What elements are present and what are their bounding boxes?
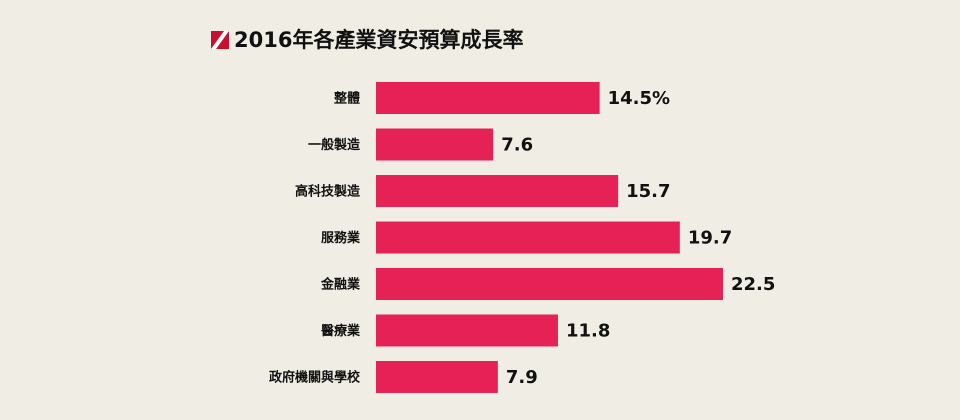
title-icon [211,31,229,49]
value-label: 14.5% [608,88,670,109]
category-label: 高科技製造 [295,184,361,200]
value-label: 22.5 [731,274,775,295]
category-label: 醫療業 [321,323,361,339]
category-label: 整體 [333,91,360,107]
value-label: 7.6 [501,135,533,156]
value-label: 15.7 [626,181,670,202]
bar [376,175,619,207]
bar [376,128,494,161]
bar [376,268,723,300]
category-label: 金融業 [320,277,361,293]
chart-title: 2016年各產業資安預算成長率 [234,28,523,52]
category-label: 政府機關與學校 [269,370,361,386]
bar [376,221,680,254]
bar [376,314,558,347]
value-label: 11.8 [566,321,610,342]
bar [376,361,498,393]
value-label: 19.7 [688,228,732,249]
category-label: 一般製造 [308,137,361,153]
value-label: 7.9 [506,367,538,388]
category-label: 服務業 [321,230,361,246]
bar [376,82,600,114]
